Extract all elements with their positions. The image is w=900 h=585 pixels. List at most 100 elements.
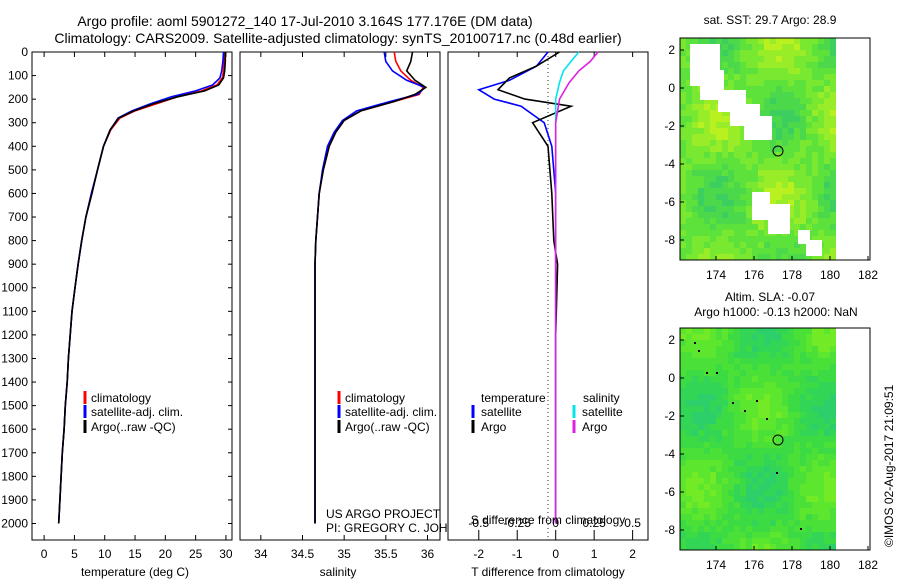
map-cell — [776, 418, 782, 424]
map-cell — [764, 334, 770, 340]
map-cell — [764, 478, 770, 484]
map-cell — [758, 370, 764, 376]
map-cell — [782, 478, 788, 484]
map-cell — [788, 110, 794, 116]
map-cell — [830, 86, 836, 92]
map-cell — [764, 110, 770, 116]
map-cell — [734, 544, 740, 550]
map-cell — [788, 116, 794, 122]
map-cell — [716, 170, 722, 176]
map-cell — [764, 484, 770, 490]
map-cell — [686, 146, 692, 152]
map-cell — [728, 230, 734, 236]
map-cell — [704, 532, 710, 538]
map-cell — [686, 376, 692, 382]
map-cell — [830, 230, 836, 236]
map-cell — [818, 388, 824, 394]
map-cell — [710, 412, 716, 418]
map-cell — [746, 472, 752, 478]
map-cell — [704, 128, 710, 134]
map-cell — [830, 170, 836, 176]
map-cell — [728, 526, 734, 532]
map-cell — [806, 188, 812, 194]
map-cell — [782, 538, 788, 544]
map-cell — [818, 254, 824, 260]
map-cell — [692, 224, 698, 230]
map-cell — [776, 236, 782, 242]
map-cell — [704, 122, 710, 128]
map-cell — [710, 242, 716, 248]
map-cell — [734, 424, 740, 430]
island-dot — [694, 342, 696, 344]
map-cell — [806, 460, 812, 466]
map-cell — [722, 526, 728, 532]
map-cell — [752, 62, 758, 68]
map-cell — [812, 544, 818, 550]
map-cell — [770, 364, 776, 370]
map-cell — [782, 146, 788, 152]
map-cell — [746, 242, 752, 248]
map-cell — [680, 466, 686, 472]
map-cell — [734, 532, 740, 538]
map-cell — [692, 352, 698, 358]
map-cell — [824, 388, 830, 394]
map-cell — [710, 224, 716, 230]
map-cell — [734, 460, 740, 466]
map-cell — [716, 442, 722, 448]
map-cell — [788, 394, 794, 400]
map-cell — [806, 406, 812, 412]
map-cell — [752, 406, 758, 412]
map-cell — [794, 212, 800, 218]
map-cell — [698, 334, 704, 340]
map-cell — [812, 442, 818, 448]
map-cell — [698, 406, 704, 412]
map-cell — [698, 388, 704, 394]
map-cell — [818, 62, 824, 68]
map-cell — [782, 508, 788, 514]
map-cell — [794, 436, 800, 442]
map-cell — [716, 454, 722, 460]
map-cell — [710, 544, 716, 550]
y-tick-label: 400 — [8, 139, 28, 153]
map-cell — [800, 346, 806, 352]
map-cell — [680, 152, 686, 158]
map-cell — [704, 514, 710, 520]
x-tick-label: 25 — [189, 547, 203, 561]
map-cell — [818, 334, 824, 340]
map-cell — [794, 496, 800, 502]
map-cell — [722, 508, 728, 514]
map-cell — [680, 544, 686, 550]
map-cell — [686, 412, 692, 418]
map-cell — [824, 514, 830, 520]
map-cell — [734, 466, 740, 472]
map-cell — [818, 56, 824, 62]
map-cell — [806, 538, 812, 544]
map-cell — [794, 80, 800, 86]
map-cell — [776, 170, 782, 176]
map-cell — [740, 242, 746, 248]
map-cell — [746, 376, 752, 382]
map-cell — [740, 418, 746, 424]
map-cell — [782, 520, 788, 526]
map-cell — [758, 140, 764, 146]
map-cell — [806, 448, 812, 454]
map-cell — [770, 194, 776, 200]
map-cell — [752, 496, 758, 502]
map-cell — [680, 460, 686, 466]
map-cell — [758, 436, 764, 442]
map-cell — [782, 104, 788, 110]
map-cell — [710, 98, 716, 104]
map-cell — [806, 68, 812, 74]
map-cell — [710, 538, 716, 544]
map-cell — [698, 152, 704, 158]
map-cell — [728, 412, 734, 418]
map-cell — [764, 508, 770, 514]
map-cell — [704, 242, 710, 248]
map-cell — [824, 424, 830, 430]
map-cell — [812, 334, 818, 340]
map-x-tick-label: 178 — [782, 268, 802, 282]
map-cell — [704, 436, 710, 442]
map-cell — [728, 236, 734, 242]
map-cell — [824, 340, 830, 346]
map-cell — [788, 412, 794, 418]
